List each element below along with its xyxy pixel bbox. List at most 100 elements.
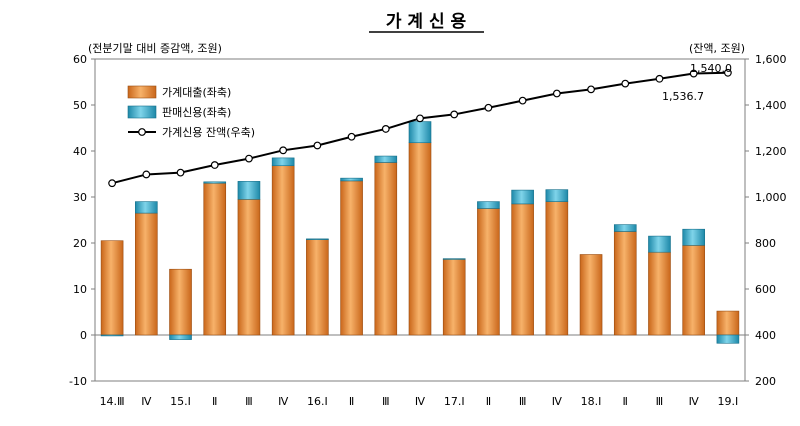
loan-bar (408, 142, 432, 336)
x-axis-label: Ⅳ (552, 395, 563, 408)
x-axis-label: Ⅲ (245, 395, 253, 408)
sales-credit-bar (374, 155, 398, 163)
sales-credit-bar (340, 177, 363, 182)
x-axis-labels: 14.Ⅲ Ⅳ 15.Ⅰ Ⅱ Ⅲ Ⅳ 16.Ⅰ Ⅱ Ⅲ Ⅳ 17.Ⅰ Ⅱ Ⅲ Ⅳ 18.Ⅰ Ⅱ Ⅲ Ⅳ 19.Ⅰ (100, 395, 739, 408)
loan-bar (477, 208, 500, 336)
legend-swatch-sales (127, 105, 157, 119)
x-axis-label: Ⅳ (278, 395, 289, 408)
left-axis-tick-label: 50 (73, 99, 87, 112)
loan-bar (682, 245, 705, 336)
balance-point (210, 161, 219, 169)
balance-point (245, 154, 253, 163)
x-axis-label: Ⅳ (689, 395, 700, 408)
left-axis-tick-label: 40 (73, 145, 87, 158)
sales-credit-bar (100, 334, 124, 337)
sales-credit-bar (511, 189, 534, 205)
legend-swatch-loan (127, 85, 157, 99)
right-axis: 200 400 600 800 1,000 1,200 1,400 1,600 (745, 53, 787, 388)
loan-bar (613, 231, 637, 336)
x-axis-label: Ⅱ (349, 395, 354, 408)
annotations: 1,540.0 1,536.7 (662, 62, 732, 103)
balance-point (518, 96, 527, 105)
loan-bar (306, 239, 329, 336)
x-axis-label: Ⅳ (141, 395, 152, 408)
chart-title: 가 계 신 용 (386, 12, 467, 32)
sales-credit-bar (271, 157, 295, 167)
x-axis-label: 15.Ⅰ (170, 395, 191, 408)
loan-bar (579, 254, 603, 336)
bars (100, 121, 740, 344)
x-axis-label: 18.Ⅰ (581, 395, 602, 408)
balance-point (347, 132, 356, 141)
legend-label-sales: 판매신용(좌축) (162, 106, 231, 119)
legend-label-balance: 가계신용 잔액(우축) (162, 126, 255, 139)
loan-bar (135, 212, 158, 336)
balance-point (689, 69, 698, 78)
sales-credit-bar (716, 334, 740, 344)
annotation-last-balance: 1,540.0 (690, 62, 732, 75)
right-axis-tick-label: 1,400 (755, 99, 787, 112)
x-axis-label: Ⅲ (656, 395, 664, 408)
right-axis-tick-label: 1,600 (755, 53, 787, 66)
right-axis-tick-label: 400 (755, 329, 776, 342)
sales-credit-bar (408, 121, 432, 144)
loan-bar (374, 162, 398, 336)
x-axis-label: 19.Ⅰ (718, 395, 739, 408)
sales-credit-bar (477, 201, 500, 209)
loan-bar (545, 201, 569, 336)
plot-frame (94, 58, 746, 382)
loan-bar (648, 251, 671, 336)
loan-bar (237, 199, 261, 336)
x-axis-label: Ⅲ (382, 395, 390, 408)
legend-label-loan: 가계대출(좌축) (162, 86, 231, 99)
x-axis-label: Ⅱ (212, 395, 217, 408)
loan-bar (100, 240, 124, 336)
balance-point (484, 103, 493, 112)
loan-bar (442, 258, 466, 336)
sales-credit-bar (306, 238, 329, 240)
legend: 가계대출(좌축) 판매신용(좌축) 가계신용 잔액(우축) (127, 85, 255, 139)
right-axis-tick-label: 600 (755, 283, 776, 296)
sales-credit-bar (648, 235, 671, 253)
right-axis-tick-label: 1,000 (755, 191, 787, 204)
loan-bar (716, 310, 740, 336)
x-axis-label: Ⅱ (623, 395, 628, 408)
balance-point (450, 110, 459, 119)
left-axis-tick-label: 20 (73, 237, 87, 250)
balance-line-group (108, 68, 732, 188)
sales-credit-bar (169, 334, 192, 340)
balance-point (621, 79, 630, 88)
balance-point (279, 146, 288, 155)
right-axis-tick-label: 200 (755, 375, 776, 388)
loan-bar (169, 268, 192, 336)
right-axis-tick-label: 1,200 (755, 145, 787, 158)
right-axis-unit: (잔액, 조원) (689, 42, 745, 55)
x-axis-label: 16.Ⅰ (307, 395, 328, 408)
left-axis-tick-label: 60 (73, 53, 87, 66)
balance-point (723, 68, 732, 77)
balance-point (552, 89, 561, 98)
left-axis-unit: (전분기말 대비 증감액, 조원) (88, 42, 222, 55)
x-axis-label: 17.Ⅰ (444, 395, 465, 408)
loan-bar (271, 165, 295, 336)
sales-credit-bar (237, 181, 261, 200)
x-axis-label: 14.Ⅲ (100, 395, 125, 408)
balance-point (381, 125, 390, 133)
balance-point (587, 85, 595, 94)
balance-point (655, 74, 664, 83)
loan-bar (340, 180, 363, 336)
sales-credit-bar (135, 201, 158, 214)
loan-bar (203, 182, 227, 336)
sales-credit-bar (682, 228, 705, 246)
left-axis-tick-label: -10 (69, 375, 87, 388)
sales-credit-bar (442, 258, 466, 260)
left-axis-tick-label: 30 (73, 191, 87, 204)
balance-point (176, 168, 185, 177)
balance-point (108, 179, 117, 188)
loan-bar (511, 203, 534, 336)
left-axis-tick-label: 0 (80, 329, 87, 342)
balance-point (142, 170, 151, 179)
sales-credit-bar (545, 189, 569, 202)
sales-credit-bar (203, 181, 227, 184)
